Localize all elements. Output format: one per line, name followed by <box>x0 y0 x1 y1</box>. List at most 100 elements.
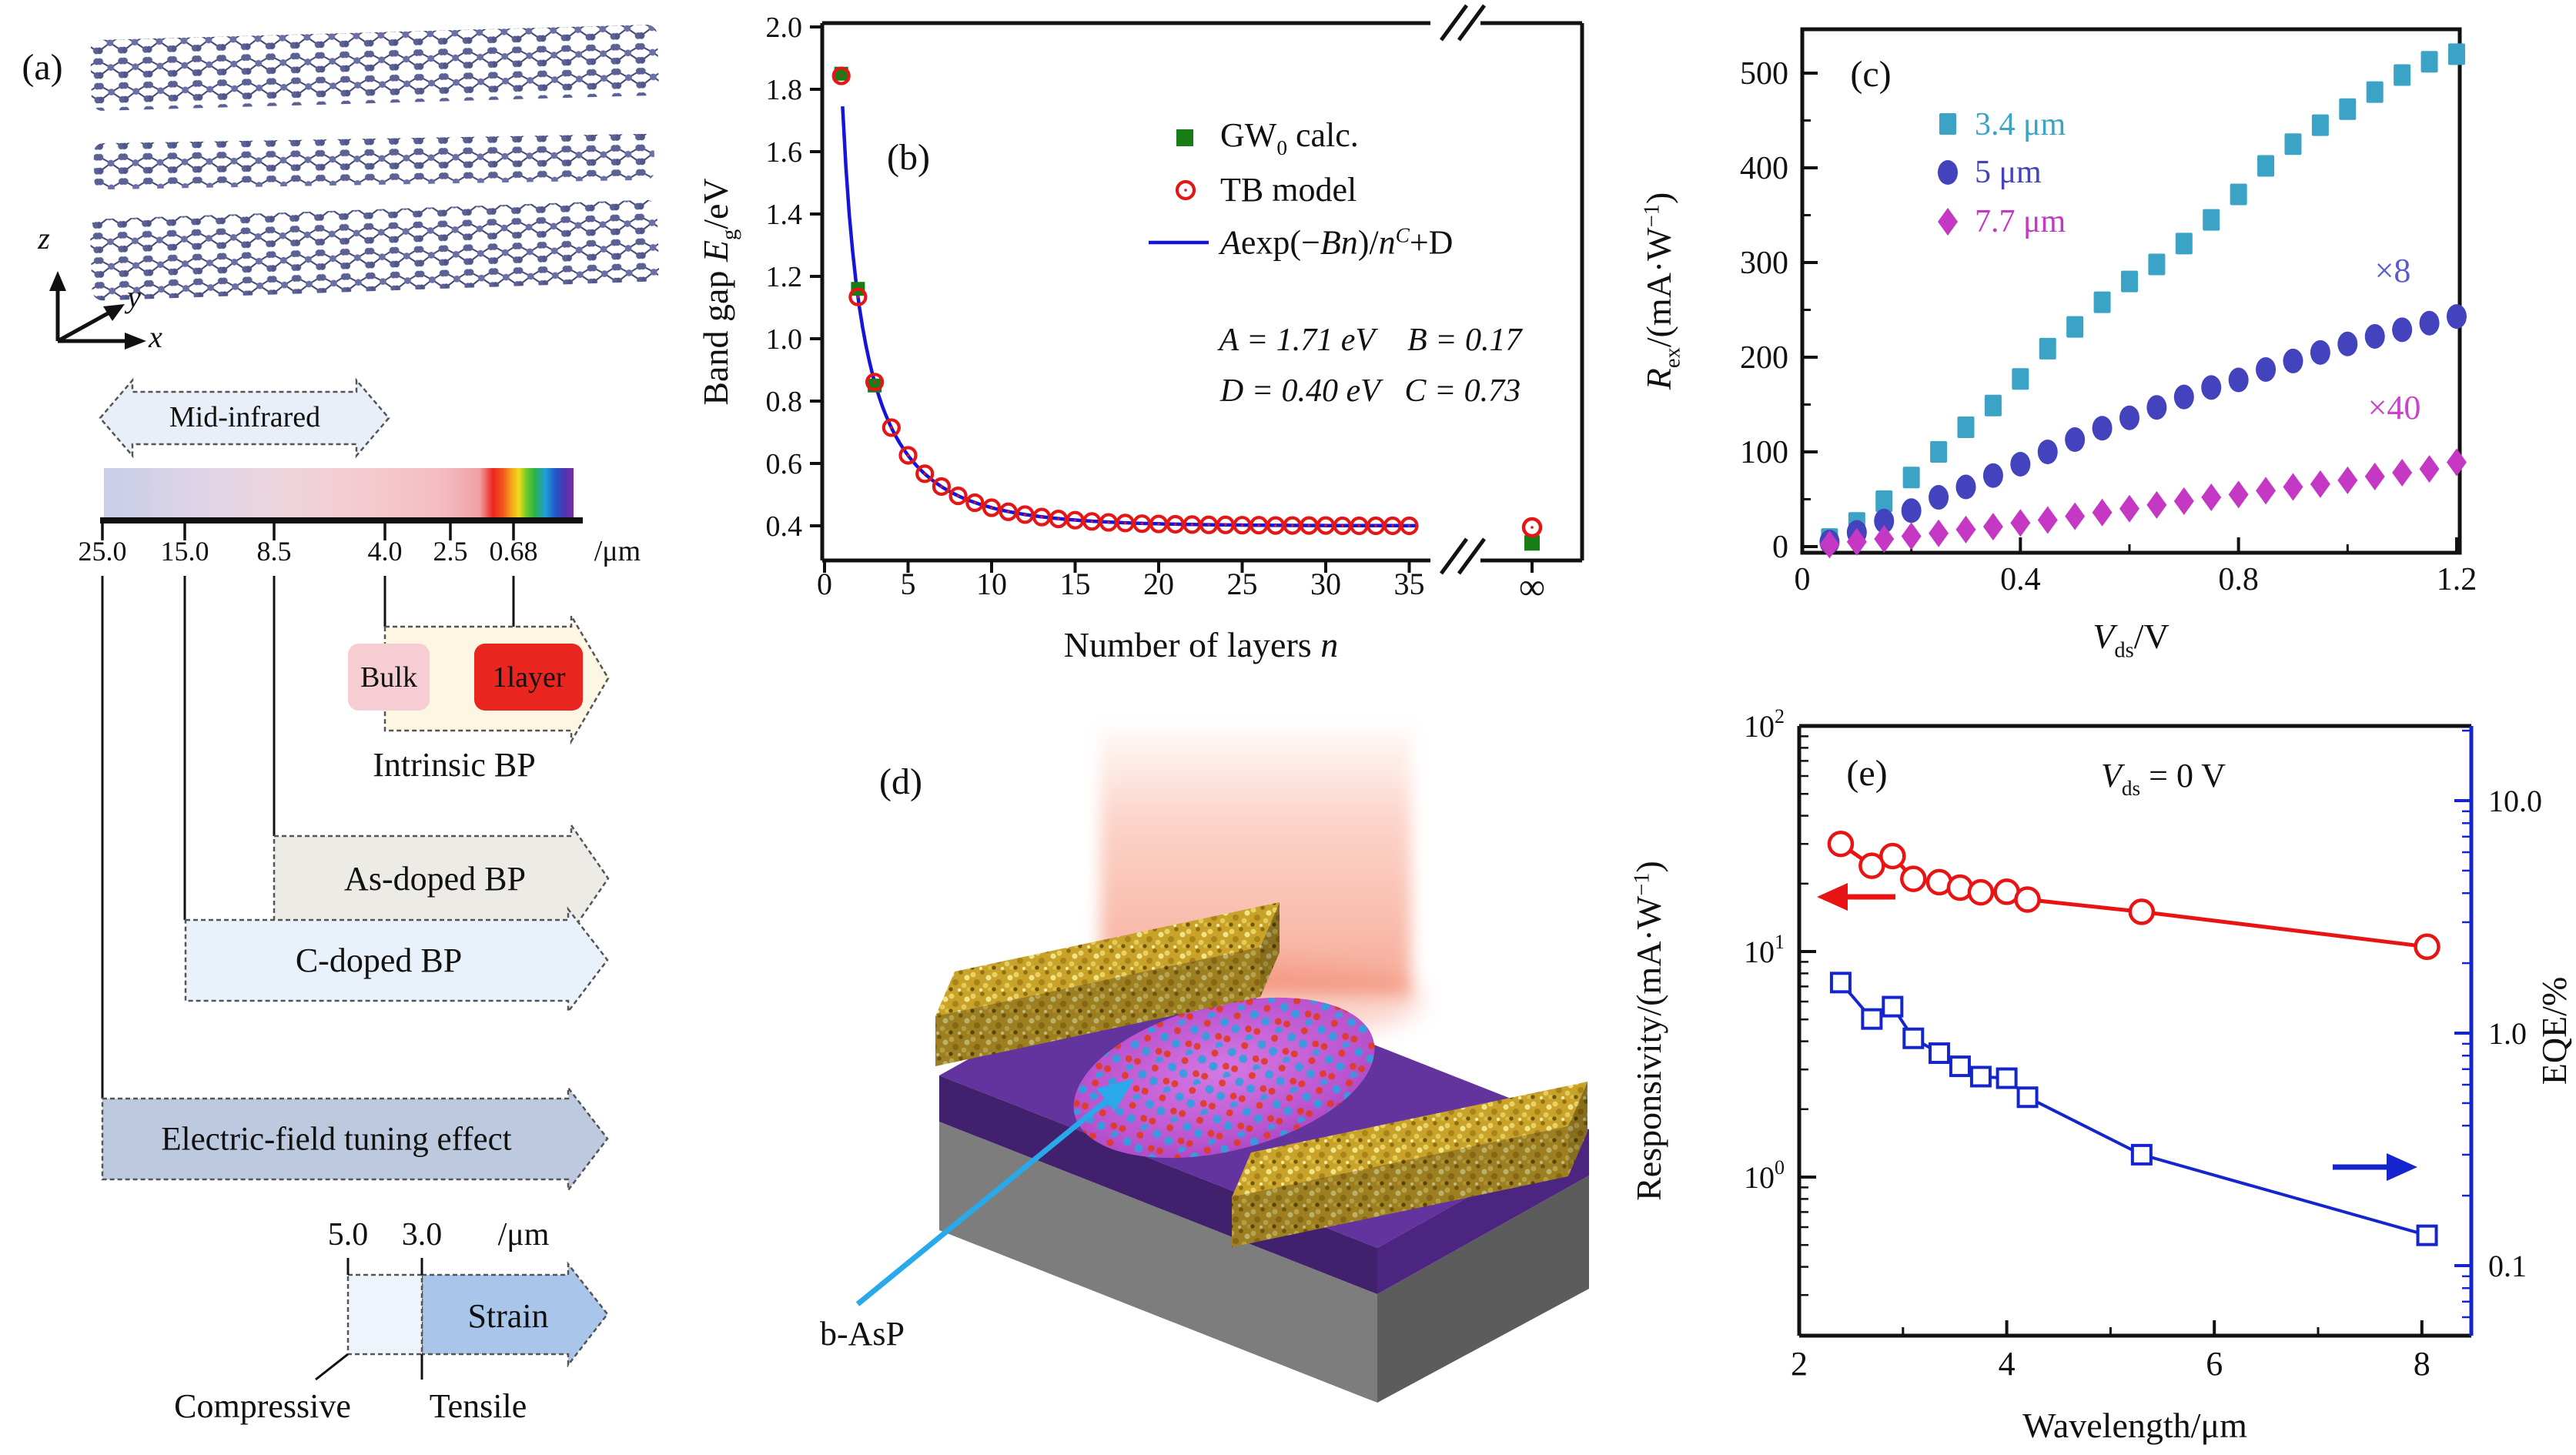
panel-b-label: (b) <box>887 137 930 178</box>
one-layer-box <box>474 644 583 711</box>
legend-tb-label: TB model <box>1220 171 1357 209</box>
basp-pointer-arrow <box>855 1079 1134 1306</box>
one-layer-label: 1layer <box>492 661 566 694</box>
left-electrode <box>935 902 1280 1066</box>
mid-infrared-arrow <box>99 377 390 459</box>
strain-tick-marks <box>315 1258 423 1381</box>
svg-text:1.0: 1.0 <box>766 323 803 356</box>
panel-e-xlabel: Wavelength/μm <box>2022 1406 2247 1445</box>
crystal-structure-illustration <box>89 25 660 301</box>
c-doped-bp-label: C-doped BP <box>295 942 463 979</box>
svg-text:25: 25 <box>1227 567 1258 601</box>
compressive-segment <box>346 1273 423 1356</box>
strain-tick-3: 3.0 <box>401 1217 443 1253</box>
strain-arrow <box>420 1261 609 1368</box>
svg-text:0: 0 <box>1772 530 1788 565</box>
coordinate-axes <box>49 271 146 350</box>
efield-label: Electric-field tuning effect <box>161 1121 512 1158</box>
svg-text:35: 35 <box>1394 567 1425 601</box>
svg-text:2: 2 <box>1791 1345 1808 1383</box>
spectrum-tick-15: 15.0 <box>160 536 209 567</box>
svg-text:0: 0 <box>817 567 832 601</box>
as-doped-bp-label: As-doped BP <box>344 860 526 898</box>
mid-infrared-label: Mid-infrared <box>169 401 321 433</box>
device-illustration <box>855 730 1589 1403</box>
spectrum-tick-marks <box>101 523 515 540</box>
times8-annotation: ×8 <box>2374 252 2411 289</box>
panel-e-label: (e) <box>1846 753 1888 794</box>
vds-0v-annotation: Vds = 0 V <box>2101 756 2226 800</box>
basp-flake <box>1073 997 1375 1159</box>
svg-text:1.2: 1.2 <box>766 261 803 293</box>
bulk-label: Bulk <box>360 661 417 694</box>
svg-text:100: 100 <box>1744 1156 1785 1195</box>
svg-text:0.8: 0.8 <box>2218 562 2259 597</box>
strain-unit: /μm <box>497 1217 550 1253</box>
responsivity-axis-arrow <box>1817 883 1895 911</box>
svg-text:∞: ∞ <box>1519 567 1545 607</box>
spectrum-axis <box>100 517 583 523</box>
svg-text:6: 6 <box>2206 1345 2223 1383</box>
legend-5um-label: 5 μm <box>1975 155 2042 190</box>
panel-e-right-ylabel: EQE/% <box>2534 976 2574 1085</box>
svg-text:10: 10 <box>976 567 1007 601</box>
strain-label: Strain <box>467 1297 549 1335</box>
basp-label: b-AsP <box>819 1315 905 1353</box>
legend-fit-label: Aexp(−Bn)/nC+D <box>1220 223 1454 262</box>
svg-text:300: 300 <box>1740 246 1788 281</box>
panel-e-left-ylabel: Responsivity/(mA·W−1) <box>1629 861 1668 1201</box>
svg-text:102: 102 <box>1744 705 1785 744</box>
panel-d-label: (d) <box>879 761 922 802</box>
svg-text:1.8: 1.8 <box>766 74 803 106</box>
c-doped-bp-arrow <box>184 906 609 1015</box>
band-gap-chart: 0 5 10 15 20 25 30 35 ∞ 2.0 1.8 1.6 1.4 1.2 1.0 0.8 0.6 0… <box>766 4 1584 607</box>
svg-text:1.2: 1.2 <box>2437 562 2477 597</box>
svg-text:30: 30 <box>1310 567 1341 601</box>
svg-text:100: 100 <box>1740 435 1788 470</box>
svg-text:1.0: 1.0 <box>2488 1016 2527 1051</box>
substrate-front-face <box>939 1122 1377 1403</box>
svg-text:5: 5 <box>901 567 916 601</box>
strain-tick-5: 5.0 <box>327 1217 369 1253</box>
panel-b-xlabel: Number of layers n <box>1063 625 1339 664</box>
svg-text:0.4: 0.4 <box>766 510 803 543</box>
panel-a-label: (a) <box>22 47 63 88</box>
intrinsic-bp-label: Intrinsic BP <box>373 746 536 784</box>
svg-text:0.1: 0.1 <box>2488 1249 2527 1283</box>
efield-arrow <box>101 1085 609 1193</box>
svg-text:1.4: 1.4 <box>766 199 803 231</box>
svg-text:0.6: 0.6 <box>766 448 803 480</box>
legend-3p4um-label: 3.4 μm <box>1975 107 2066 142</box>
wavelength-connector-lines <box>101 576 515 1099</box>
svg-text:101: 101 <box>1744 931 1785 969</box>
spectrum-bar <box>104 468 574 517</box>
axis-x-label: x <box>149 319 162 354</box>
svg-text:0.8: 0.8 <box>766 386 803 418</box>
svg-text:10.0: 10.0 <box>2488 784 2542 818</box>
spectrum-tick-0p68: 0.68 <box>489 536 538 567</box>
svg-text:0.4: 0.4 <box>2000 562 2041 597</box>
responsivity-bias-chart: 0 0.4 0.8 1.2 0 100 200 300 400 500 <box>1740 27 2477 597</box>
fit-params-line2: D = 0.40 eV C = 0.73 <box>1219 373 1521 409</box>
svg-text:20: 20 <box>1143 567 1174 601</box>
svg-text:500: 500 <box>1740 56 1788 92</box>
spectrum-tick-4: 4.0 <box>367 536 403 567</box>
svg-text:2.0: 2.0 <box>766 12 803 44</box>
substrate-right-face <box>1377 1176 1589 1403</box>
times40-annotation: ×40 <box>2367 389 2421 426</box>
svg-text:400: 400 <box>1740 151 1788 186</box>
tensile-label: Tensile <box>429 1387 527 1425</box>
eqe-axis-arrow <box>2333 1153 2417 1181</box>
compressive-label: Compressive <box>174 1387 351 1425</box>
bulk-box <box>348 644 430 711</box>
axis-y-label: y <box>127 279 141 314</box>
spectrum-tick-25: 25.0 <box>78 536 127 567</box>
spectrum-unit: /μm <box>594 535 641 567</box>
axis-z-label: z <box>38 221 50 256</box>
fit-params-line1: A = 1.71 eV B = 0.17 <box>1219 323 1522 358</box>
panel-c-xlabel: Vds/V <box>2093 617 2170 663</box>
svg-text:4: 4 <box>1999 1345 2016 1383</box>
panel-c-ylabel: Rex/(mA·W−1) <box>1639 192 1685 390</box>
svg-text:8: 8 <box>2414 1345 2430 1383</box>
